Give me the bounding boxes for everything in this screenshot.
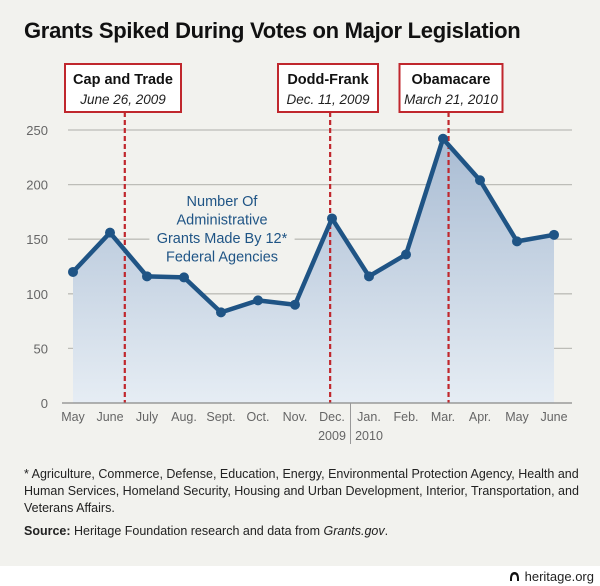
event-title: Obamacare	[412, 72, 491, 88]
chart-title: Grants Spiked During Votes on Major Legi…	[24, 18, 521, 43]
year-label: 2010	[355, 429, 383, 443]
x-tick-label: June	[540, 410, 567, 424]
liberty-bell-icon	[509, 571, 519, 581]
event-annotation: Cap and Trade June 26, 2009	[64, 63, 182, 113]
series-area	[73, 138, 554, 403]
event-annotation: Dodd-Frank Dec. 11, 2009	[277, 63, 379, 113]
x-tick-label: May	[61, 410, 85, 424]
source-end: .	[384, 524, 389, 538]
data-point	[364, 271, 374, 282]
data-point	[475, 175, 485, 186]
y-tick-label: 100	[26, 287, 48, 302]
brand[interactable]: heritage.org	[509, 566, 594, 586]
x-tick-label: Jan.	[357, 410, 381, 424]
event-box	[398, 63, 504, 113]
line-area-chart: Number Of Administrative Grants Made By 12…	[26, 63, 572, 444]
event-date: Dec. 11, 2009	[286, 92, 370, 107]
event-annotation: Obamacare March 21, 2010	[398, 63, 504, 113]
y-tick-label: 200	[26, 178, 48, 193]
data-point	[327, 213, 337, 224]
event-box	[64, 63, 182, 113]
data-point	[401, 249, 411, 260]
footnote: * Agriculture, Commerce, Defense, Educat…	[24, 467, 579, 515]
x-tick-label: Aug.	[171, 410, 197, 424]
series-line	[70, 136, 557, 315]
source-text: Heritage Foundation research and data fr…	[74, 524, 324, 538]
x-tick-label: July	[136, 410, 159, 424]
series-label-line: Administrative	[176, 213, 267, 229]
data-point	[549, 229, 559, 240]
series-label-line: Number Of	[187, 194, 259, 210]
event-box	[277, 63, 379, 113]
x-tick-label: Nov.	[283, 410, 308, 424]
x-tick-label: Apr.	[469, 410, 491, 424]
data-point	[179, 272, 189, 283]
event-date: June 26, 2009	[79, 92, 166, 107]
data-point	[290, 299, 300, 310]
x-tick-label: Oct.	[247, 410, 270, 424]
year-label: 2009	[318, 429, 346, 443]
event-title: Dodd-Frank	[287, 72, 369, 88]
source-label: Source:	[24, 524, 71, 538]
series-label-line: Grants Made By 12*	[157, 231, 288, 247]
data-point	[105, 227, 115, 238]
data-point	[68, 266, 78, 277]
source-site: Grants.gov	[323, 524, 385, 538]
y-tick-label: 0	[41, 396, 48, 411]
series-label-knockout	[149, 230, 295, 247]
x-tick-label: Sept.	[206, 410, 235, 424]
data-point	[142, 271, 152, 282]
y-tick-label: 150	[26, 232, 48, 247]
x-tick-label: Feb.	[393, 410, 418, 424]
brand-text: heritage.org	[524, 568, 594, 584]
data-point	[512, 236, 522, 247]
data-point	[216, 307, 226, 318]
y-tick-label: 250	[26, 123, 48, 138]
source-note: Source: Heritage Foundation research and…	[24, 524, 388, 538]
event-date: March 21, 2010	[404, 92, 498, 107]
x-tick-label: May	[505, 410, 529, 424]
x-tick-label: Mar.	[431, 410, 455, 424]
series-label-line: Federal Agencies	[166, 250, 278, 266]
x-tick-label: June	[96, 410, 123, 424]
data-point	[438, 133, 448, 144]
x-tick-label: Dec.	[319, 410, 345, 424]
y-tick-label: 50	[34, 341, 48, 356]
event-title: Cap and Trade	[73, 72, 173, 88]
data-point	[253, 295, 263, 306]
